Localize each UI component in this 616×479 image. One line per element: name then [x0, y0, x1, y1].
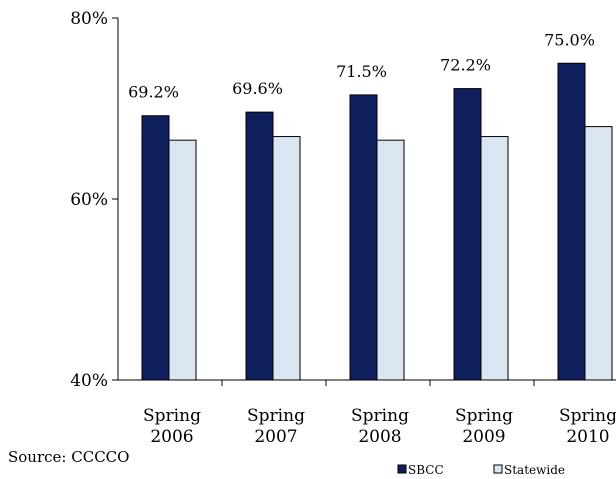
data-label: 69.2%: [128, 83, 179, 102]
bar-statewide: [168, 139, 197, 381]
legend-label-statewide: Statewide: [504, 463, 565, 477]
x-tick-label: 2006: [150, 427, 193, 447]
legend-swatch-statewide: [493, 464, 503, 474]
x-tick-label: Spring: [247, 406, 305, 426]
bar-sbcc: [557, 62, 586, 381]
x-tick-label: 2009: [462, 427, 505, 447]
x-tick-label: 2008: [358, 427, 401, 447]
bar-statewide: [272, 136, 301, 381]
data-label: 75.0%: [544, 30, 595, 49]
legend-swatch-sbcc: [397, 464, 407, 474]
y-tick-label: 40%: [70, 371, 108, 391]
source-note: Source: CCCCO: [8, 448, 129, 466]
x-tick-label: Spring: [559, 406, 616, 426]
data-label: 71.5%: [336, 62, 387, 81]
data-label: 72.2%: [440, 56, 491, 75]
bar-sbcc: [453, 88, 482, 381]
x-tick-label: Spring: [351, 406, 409, 426]
bar-statewide: [480, 136, 509, 381]
legend-label-sbcc: SBCC: [408, 463, 444, 477]
data-labels: 69.2% 69.6% 71.5% 72.2% 75.0%: [128, 30, 595, 101]
x-tick-label: 2007: [254, 427, 297, 447]
x-tick-label: Spring: [143, 406, 201, 426]
data-label: 69.6%: [232, 79, 283, 98]
legend: SBCC Statewide: [397, 463, 565, 477]
x-tick-label: 2010: [566, 427, 609, 447]
y-tick-label: 60%: [70, 190, 108, 210]
axes: 40%60%80%Spring2006Spring2007Spring2008S…: [70, 9, 616, 447]
bar-sbcc: [141, 115, 170, 381]
bars: [141, 62, 613, 381]
bar-sbcc: [349, 94, 378, 381]
x-tick-label: Spring: [455, 406, 513, 426]
bar-statewide: [584, 126, 613, 381]
y-tick-label: 80%: [70, 9, 108, 29]
bar-sbcc: [245, 111, 274, 381]
bar-statewide: [376, 139, 405, 381]
